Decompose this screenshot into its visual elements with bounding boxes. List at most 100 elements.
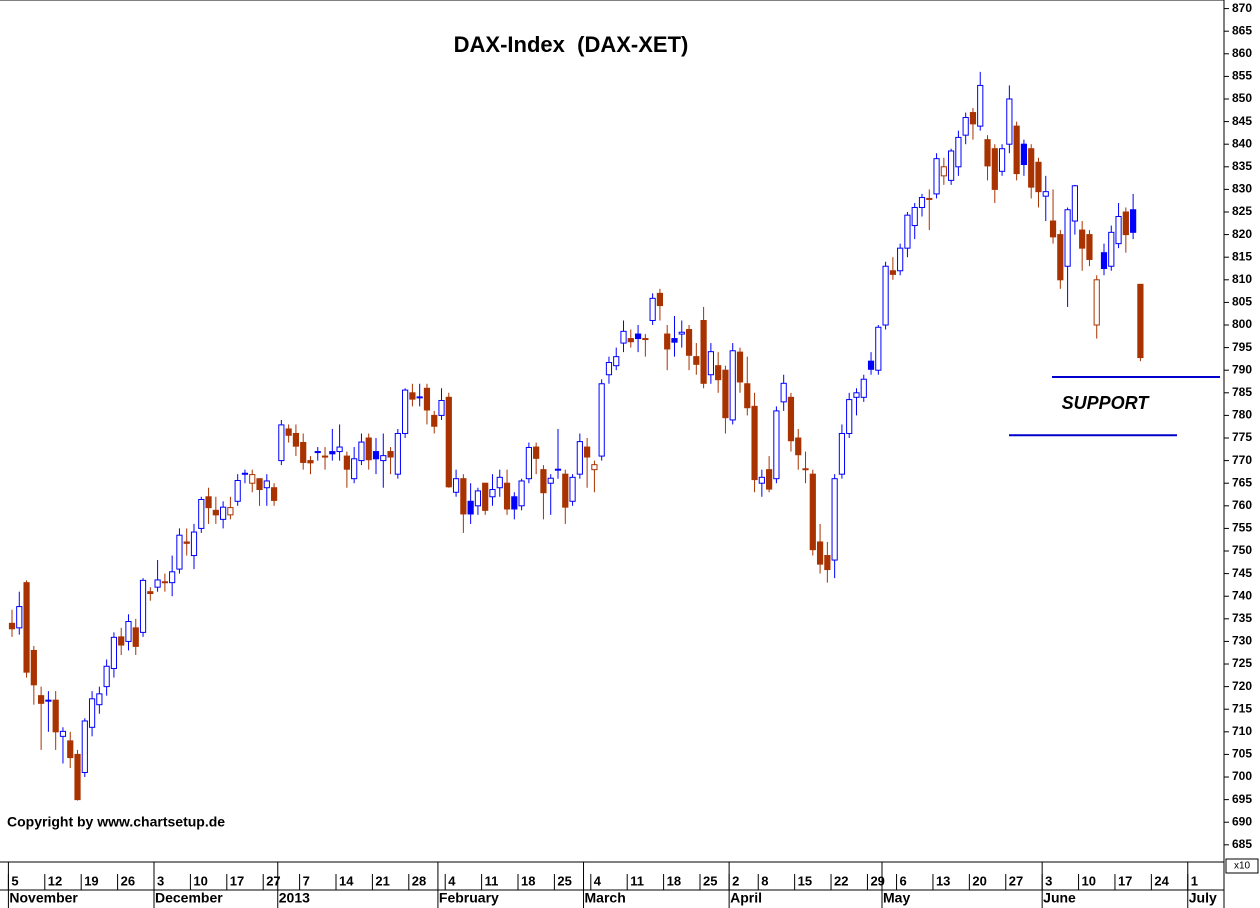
candle-body: [147, 591, 154, 595]
unit-box: [1225, 858, 1259, 874]
candle-body: [707, 351, 714, 376]
y-tick-label: 830: [1232, 182, 1252, 196]
y-tick-label: 775: [1232, 430, 1252, 444]
candle-body: [256, 478, 263, 491]
candle-body: [45, 699, 52, 702]
y-tick-label: 760: [1232, 498, 1252, 512]
x-tick-label: 8: [761, 873, 768, 888]
y-tick-label: 720: [1232, 679, 1252, 693]
y-tick-label: 705: [1232, 747, 1252, 761]
candle-body: [1035, 161, 1042, 193]
candle-body: [227, 507, 234, 516]
candle-body: [918, 197, 926, 208]
x-tick-label: 26: [121, 873, 135, 888]
x-tick-label: 21: [375, 873, 389, 888]
x-tick-label: 17: [230, 873, 244, 888]
candle-body: [933, 158, 940, 195]
x-tick-label: 10: [1082, 873, 1096, 888]
y-tick-label: 810: [1232, 272, 1252, 286]
candle-body: [1020, 143, 1028, 166]
candle-body: [336, 446, 343, 453]
candle-body: [948, 150, 955, 181]
month-label: December: [155, 890, 223, 906]
x-tick-label: 4: [594, 873, 602, 888]
candle-body: [598, 383, 605, 457]
candle-body: [489, 489, 496, 498]
y-tick-label: 735: [1232, 611, 1252, 625]
candle-body: [278, 424, 285, 462]
y-tick-label: 770: [1232, 453, 1252, 467]
candle-body: [38, 695, 45, 704]
x-tick-label: 14: [339, 873, 354, 888]
y-tick-label: 855: [1232, 69, 1252, 83]
candle-body: [321, 455, 329, 458]
candle-body: [307, 460, 314, 464]
candle-body: [715, 365, 722, 381]
candle-body: [1071, 185, 1078, 222]
candle-body: [831, 478, 838, 561]
candle-body: [503, 482, 511, 510]
candle-body: [700, 319, 707, 384]
candle-body: [969, 112, 977, 125]
candle-body: [547, 477, 554, 484]
y-tick-label: 780: [1232, 408, 1252, 422]
x-tick-label: 28: [412, 873, 426, 888]
candle-body: [452, 478, 460, 493]
candle-body: [722, 369, 729, 419]
candle-body: [212, 509, 219, 516]
candle-body: [183, 541, 190, 544]
candle-body: [249, 474, 256, 484]
x-tick-label: 13: [936, 873, 950, 888]
candle-body: [52, 699, 59, 733]
y-tick-label: 730: [1232, 634, 1252, 648]
candle-body: [474, 490, 482, 507]
candle-body: [525, 446, 532, 480]
x-tick-label: 24: [1154, 873, 1169, 888]
annotation: SUPPORT: [1062, 393, 1151, 413]
x-tick-label: 2: [732, 873, 739, 888]
candle-body: [460, 478, 467, 515]
candle-body: [176, 534, 183, 570]
x-tick-label: 1: [1191, 873, 1198, 888]
candle-body: [729, 350, 736, 421]
candle-body: [467, 500, 474, 515]
candle-body: [81, 720, 88, 774]
candle-body: [605, 362, 613, 376]
y-unit-label: x10: [1234, 861, 1251, 872]
candle-body: [314, 451, 321, 454]
candle-body: [758, 476, 765, 484]
y-tick-label: 825: [1232, 204, 1252, 218]
candle-body: [1137, 283, 1144, 359]
candle-body: [198, 498, 205, 529]
y-tick-label: 835: [1232, 159, 1252, 173]
candle-body: [955, 136, 962, 168]
candle-body: [241, 472, 249, 475]
candle-body: [409, 392, 416, 400]
candle-body: [103, 665, 110, 688]
candle-body: [802, 468, 809, 471]
candle-body: [402, 389, 409, 434]
month-label: November: [9, 890, 78, 906]
y-tick-label: 790: [1232, 362, 1252, 376]
candle-body: [59, 730, 67, 737]
candle-body: [1013, 125, 1020, 175]
candle-body: [882, 265, 889, 326]
candle-body: [423, 387, 431, 411]
month-label: May: [883, 890, 910, 906]
candle-body: [263, 480, 270, 489]
y-tick-label: 785: [1232, 385, 1252, 399]
candle-body: [1100, 252, 1108, 269]
month-label: March: [585, 890, 626, 906]
candle-body: [1028, 148, 1035, 188]
x-tick-label: 7: [303, 873, 310, 888]
y-tick-label: 695: [1232, 792, 1252, 806]
x-tick-label: 25: [703, 873, 717, 888]
x-tick-label: 17: [1118, 873, 1132, 888]
candle-body: [220, 506, 227, 520]
candle-body: [809, 473, 816, 551]
month-label: July: [1189, 890, 1217, 906]
candle-body: [358, 441, 365, 462]
x-tick-label: 11: [485, 873, 499, 888]
candle-body: [438, 399, 445, 416]
